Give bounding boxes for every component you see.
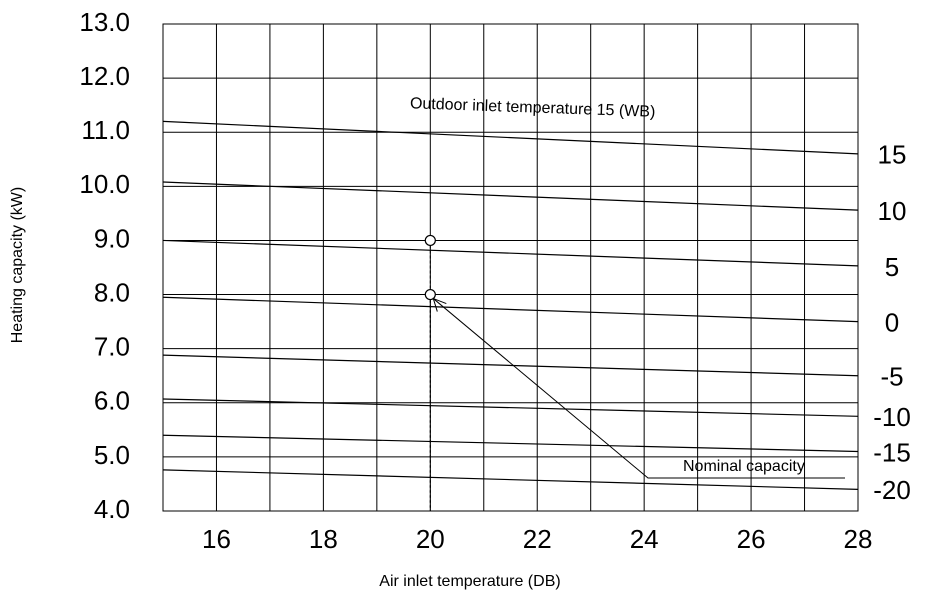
point bbox=[424, 234, 436, 247]
x-tick-label: 20 bbox=[416, 524, 445, 554]
y-tick-label: 8.0 bbox=[94, 277, 130, 307]
plot-frame bbox=[162, 23, 859, 512]
y-tick-label: 5.0 bbox=[94, 440, 130, 470]
y-tick-label: 13.0 bbox=[79, 7, 130, 37]
series-label: 0 bbox=[885, 307, 899, 337]
x-tick-label: 28 bbox=[844, 524, 873, 554]
series-line bbox=[162, 434, 859, 453]
series-label: 10 bbox=[878, 196, 907, 226]
x-tick-label: 22 bbox=[523, 524, 552, 554]
series-label: 15 bbox=[878, 140, 907, 170]
y-tick-label: 12.0 bbox=[79, 61, 130, 91]
annotation: Outdoor inlet temperature 15 (WB) bbox=[410, 95, 656, 121]
y-tick-label: 11.0 bbox=[81, 115, 130, 145]
x-tick-label: 16 bbox=[202, 524, 231, 554]
series-line bbox=[162, 398, 859, 417]
y-tick-label: 4.0 bbox=[94, 494, 130, 524]
series-label: 5 bbox=[885, 252, 899, 282]
arrow-line bbox=[432, 298, 845, 479]
series-line bbox=[162, 296, 859, 323]
series-line bbox=[162, 469, 859, 490]
y-tick-label: 7.0 bbox=[94, 332, 130, 362]
x-tick-label: 18 bbox=[309, 524, 338, 554]
series-line bbox=[162, 120, 859, 155]
series-label: -10 bbox=[873, 402, 911, 432]
y-axis-label: Heating capacity (kW) bbox=[9, 187, 26, 344]
series-line bbox=[162, 354, 859, 377]
arrow-head bbox=[432, 297, 447, 312]
point bbox=[424, 288, 436, 301]
x-tick-label: 24 bbox=[630, 524, 659, 554]
series-label: -15 bbox=[873, 437, 911, 467]
series-line bbox=[162, 239, 859, 267]
series-label: -5 bbox=[880, 362, 903, 392]
series-line bbox=[162, 181, 859, 211]
y-tick-label: 6.0 bbox=[94, 386, 130, 416]
y-tick-label: 9.0 bbox=[94, 223, 130, 253]
point-label: Nominal capacity bbox=[683, 458, 805, 475]
x-axis-label: Air inlet temperature (DB) bbox=[379, 573, 560, 590]
x-tick-label: 26 bbox=[737, 524, 766, 554]
series-label: -20 bbox=[873, 475, 911, 505]
y-tick-label: 10.0 bbox=[79, 169, 130, 199]
